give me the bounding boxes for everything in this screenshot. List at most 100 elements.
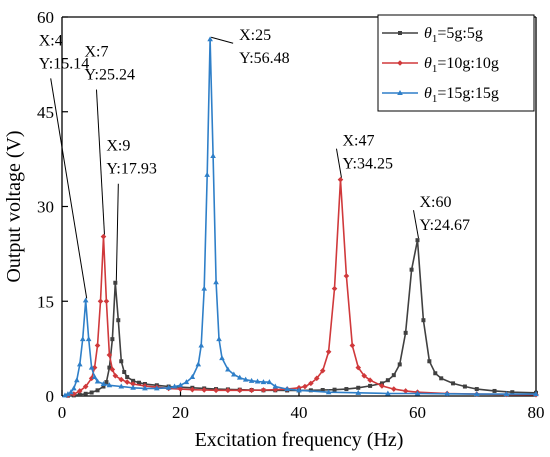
x-tick-label: 0	[58, 403, 67, 422]
data-point	[137, 380, 142, 385]
legend-swatch-marker	[398, 31, 402, 35]
data-point	[85, 336, 92, 342]
data-point	[391, 373, 396, 378]
series-line	[67, 240, 537, 397]
peak-x-label: X:7	[84, 44, 108, 61]
peak-x-label: X:25	[239, 27, 271, 44]
data-point	[462, 384, 467, 389]
data-point	[100, 380, 107, 386]
y-tick-label: 15	[37, 292, 54, 311]
data-point	[124, 379, 130, 385]
data-point	[433, 371, 438, 376]
data-point	[142, 385, 148, 391]
series-line	[67, 179, 537, 397]
legend-label: θ1=15g:15g	[424, 85, 499, 105]
data-point	[337, 176, 344, 183]
legend: θ1=5g:5g θ1=10g:10g θ1=15g:15g	[377, 14, 535, 112]
data-point	[474, 387, 479, 392]
data-point	[103, 298, 110, 305]
data-point	[189, 374, 196, 380]
data-point	[82, 383, 89, 390]
y-axis-title: Output voltage (V)	[3, 130, 25, 282]
data-point	[77, 392, 82, 397]
data-point	[332, 387, 337, 392]
leader-line	[95, 89, 105, 235]
series-1	[65, 238, 538, 398]
data-point	[427, 359, 432, 364]
x-tick-label: 40	[291, 403, 308, 422]
data-point	[207, 36, 213, 42]
data-point	[236, 387, 243, 394]
data-point	[415, 238, 420, 243]
data-point	[94, 378, 101, 384]
data-point	[79, 336, 86, 342]
data-point	[231, 371, 237, 377]
data-point	[254, 378, 261, 384]
data-point	[260, 379, 267, 385]
data-point	[216, 336, 222, 342]
data-point	[325, 389, 332, 395]
data-point	[510, 390, 515, 395]
data-point	[100, 233, 107, 240]
peak-annotation: X:9 Y:17.93	[106, 138, 157, 281]
data-point	[331, 285, 338, 292]
series-3	[62, 36, 539, 398]
peak-x-label: X:60	[420, 194, 452, 211]
data-point	[109, 366, 116, 373]
leader-line	[50, 78, 88, 299]
leader-line	[115, 183, 119, 281]
data-point	[260, 387, 267, 393]
leader-line	[413, 210, 419, 239]
y-tick-label: 0	[46, 387, 55, 406]
data-point	[116, 318, 121, 323]
peak-x-label: X:9	[106, 138, 130, 155]
data-point	[76, 361, 83, 367]
data-point	[248, 387, 255, 394]
data-point	[91, 374, 98, 380]
data-point	[356, 385, 361, 390]
x-axis-title: Excitation frequency (Hz)	[195, 429, 404, 451]
peak-annotation: X:4 Y:15.14	[39, 32, 89, 299]
legend-label: θ1=5g:5g	[424, 25, 483, 45]
data-point	[171, 383, 178, 389]
data-point	[74, 377, 80, 383]
data-point	[361, 372, 367, 379]
data-point	[533, 391, 539, 397]
peak-y-label: Y:56.48	[239, 50, 290, 67]
data-point	[62, 392, 68, 398]
data-point	[473, 391, 480, 397]
data-point	[118, 376, 125, 383]
data-point	[397, 362, 402, 367]
peak-annotation: X:7 Y:25.24	[84, 44, 135, 235]
data-point	[444, 390, 450, 396]
data-point	[195, 361, 202, 367]
peak-y-label: Y:34.25	[342, 156, 393, 173]
data-point	[385, 378, 390, 383]
data-point	[414, 390, 421, 396]
data-point	[165, 384, 172, 390]
legend-entry: θ1=5g:5g	[382, 25, 483, 45]
peak-annotation: X:60 Y:24.67	[413, 194, 470, 239]
data-point	[213, 387, 219, 394]
data-point	[368, 383, 373, 388]
data-point	[325, 348, 332, 355]
data-point	[367, 377, 373, 384]
data-point	[183, 379, 190, 385]
data-point	[296, 387, 302, 393]
x-tick-label: 20	[172, 403, 189, 422]
data-point	[344, 387, 349, 392]
data-point	[409, 267, 414, 272]
data-point	[106, 352, 113, 358]
data-point	[242, 376, 249, 382]
data-point	[110, 337, 115, 342]
x-tick-label: 60	[409, 403, 426, 422]
data-point	[97, 298, 104, 305]
data-point	[319, 367, 326, 374]
data-point	[177, 386, 184, 392]
data-point	[402, 388, 409, 394]
data-point	[343, 273, 350, 279]
data-point	[112, 372, 119, 379]
peak-annotation: X:47 Y:34.25	[335, 133, 393, 178]
peak-x-label: X:4	[39, 32, 63, 49]
